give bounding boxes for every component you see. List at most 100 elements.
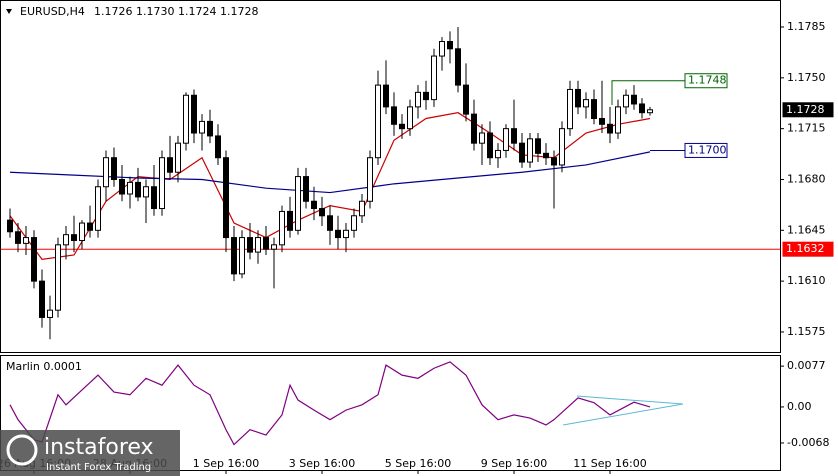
y-tick-label: 0.00	[787, 400, 812, 413]
candle-body	[39, 280, 45, 318]
divergence-line	[562, 403, 684, 426]
candle-body	[223, 157, 229, 239]
candle-body	[519, 142, 525, 163]
candle-body	[15, 231, 21, 244]
indicator-title: Marlin 0.0001	[6, 360, 82, 373]
candle-body	[143, 186, 149, 198]
candle-body	[639, 103, 645, 114]
candle-body	[247, 237, 253, 253]
candle-body	[575, 88, 581, 108]
x-tick-label: 1 Sep 16:00	[193, 457, 259, 470]
candle-body	[407, 106, 413, 130]
y-tick-label: 1.1750	[787, 71, 826, 84]
candle-body	[543, 152, 549, 159]
candle-body	[167, 157, 173, 173]
candle-body	[423, 91, 429, 101]
candle-body	[127, 181, 133, 195]
symbol-title: EURUSD,H4	[20, 5, 85, 18]
watermark: instaforex Instant Forex Trading	[0, 430, 180, 476]
candle-body	[455, 48, 461, 86]
candle-body	[487, 132, 493, 159]
menu-arrow	[6, 9, 12, 14]
x-tick-label: 5 Sep 16:00	[385, 457, 451, 470]
tagline: Instant Forex Trading	[46, 462, 151, 473]
candle-body	[199, 120, 205, 134]
candle-body	[471, 113, 477, 144]
candle-body	[207, 120, 213, 137]
x-tick-label: 11 Sep 16:00	[573, 457, 646, 470]
candle-body	[359, 200, 365, 217]
candle-body	[647, 109, 653, 114]
indicator-line	[9, 361, 651, 446]
candle-body	[367, 157, 373, 202]
x-tick-label: 3 Sep 16:00	[289, 457, 355, 470]
candle-body	[623, 94, 629, 108]
candle-body	[591, 99, 597, 119]
candle-body	[151, 186, 157, 210]
candle-body	[479, 132, 485, 144]
candle-body	[183, 94, 189, 144]
candle-body	[375, 84, 381, 159]
candle-body	[503, 128, 509, 151]
level-label: 1.1728	[786, 103, 825, 116]
y-tick-label: 1.1680	[787, 172, 826, 185]
main-pane	[0, 0, 781, 353]
candle-body	[583, 99, 589, 108]
y-tick-label: 1.1785	[787, 20, 826, 33]
divergence-line	[576, 395, 684, 405]
indicator-pane	[0, 355, 781, 471]
candle-body	[567, 88, 573, 130]
level-label: 1.1632	[786, 242, 825, 255]
candle-body	[511, 128, 517, 144]
candle-body	[47, 309, 53, 318]
brand: instaforex	[44, 435, 154, 460]
candle-body	[279, 210, 285, 246]
candle-body	[335, 229, 341, 239]
candle-body	[551, 157, 557, 166]
candle-body	[175, 142, 181, 173]
candle-body	[263, 237, 269, 250]
candle-body	[119, 178, 125, 195]
candle-body	[31, 237, 37, 282]
y-tick-label: 0.0077	[787, 359, 826, 372]
candle-body	[71, 234, 77, 241]
ohlc-label: 1.1726 1.1730 1.1724 1.1728	[94, 5, 258, 18]
candle-body	[79, 222, 85, 241]
candle-body	[191, 94, 197, 134]
candle-body	[23, 237, 29, 244]
candle-body	[439, 41, 445, 57]
candle-body	[239, 237, 245, 275]
candle-body	[631, 94, 637, 105]
candle-body	[447, 41, 453, 50]
candle-body	[231, 237, 237, 275]
level-box	[782, 241, 834, 257]
candle-body	[7, 219, 13, 233]
candle-body	[87, 222, 93, 231]
candle-body	[343, 229, 349, 239]
candle-body	[63, 234, 69, 246]
candle-body	[55, 244, 61, 311]
candle-body	[255, 237, 261, 253]
y-tick-label: 1.1575	[787, 325, 826, 338]
candle-body	[111, 157, 117, 180]
candle-body	[327, 215, 333, 231]
candle-body	[295, 176, 301, 231]
candle-body	[271, 244, 277, 250]
candle-body	[535, 138, 541, 154]
logo-icon	[6, 434, 38, 466]
candle-body	[415, 91, 421, 108]
level-box	[684, 142, 728, 158]
candle-body	[95, 186, 101, 231]
candle-body	[311, 200, 317, 210]
candle-body	[391, 106, 397, 125]
candle-body	[399, 123, 405, 130]
y-tick-label: -0.0068	[787, 436, 829, 449]
candle-body	[527, 138, 533, 163]
marks: 1.1785 1.1750 1.1715 1.1680 1.1645 1.1610 1.15…	[0, 20, 834, 474]
level-label: 1.1748	[688, 74, 727, 87]
candle-body	[559, 128, 565, 166]
level-label: 1.1700	[688, 143, 727, 156]
candle-body	[615, 106, 621, 134]
